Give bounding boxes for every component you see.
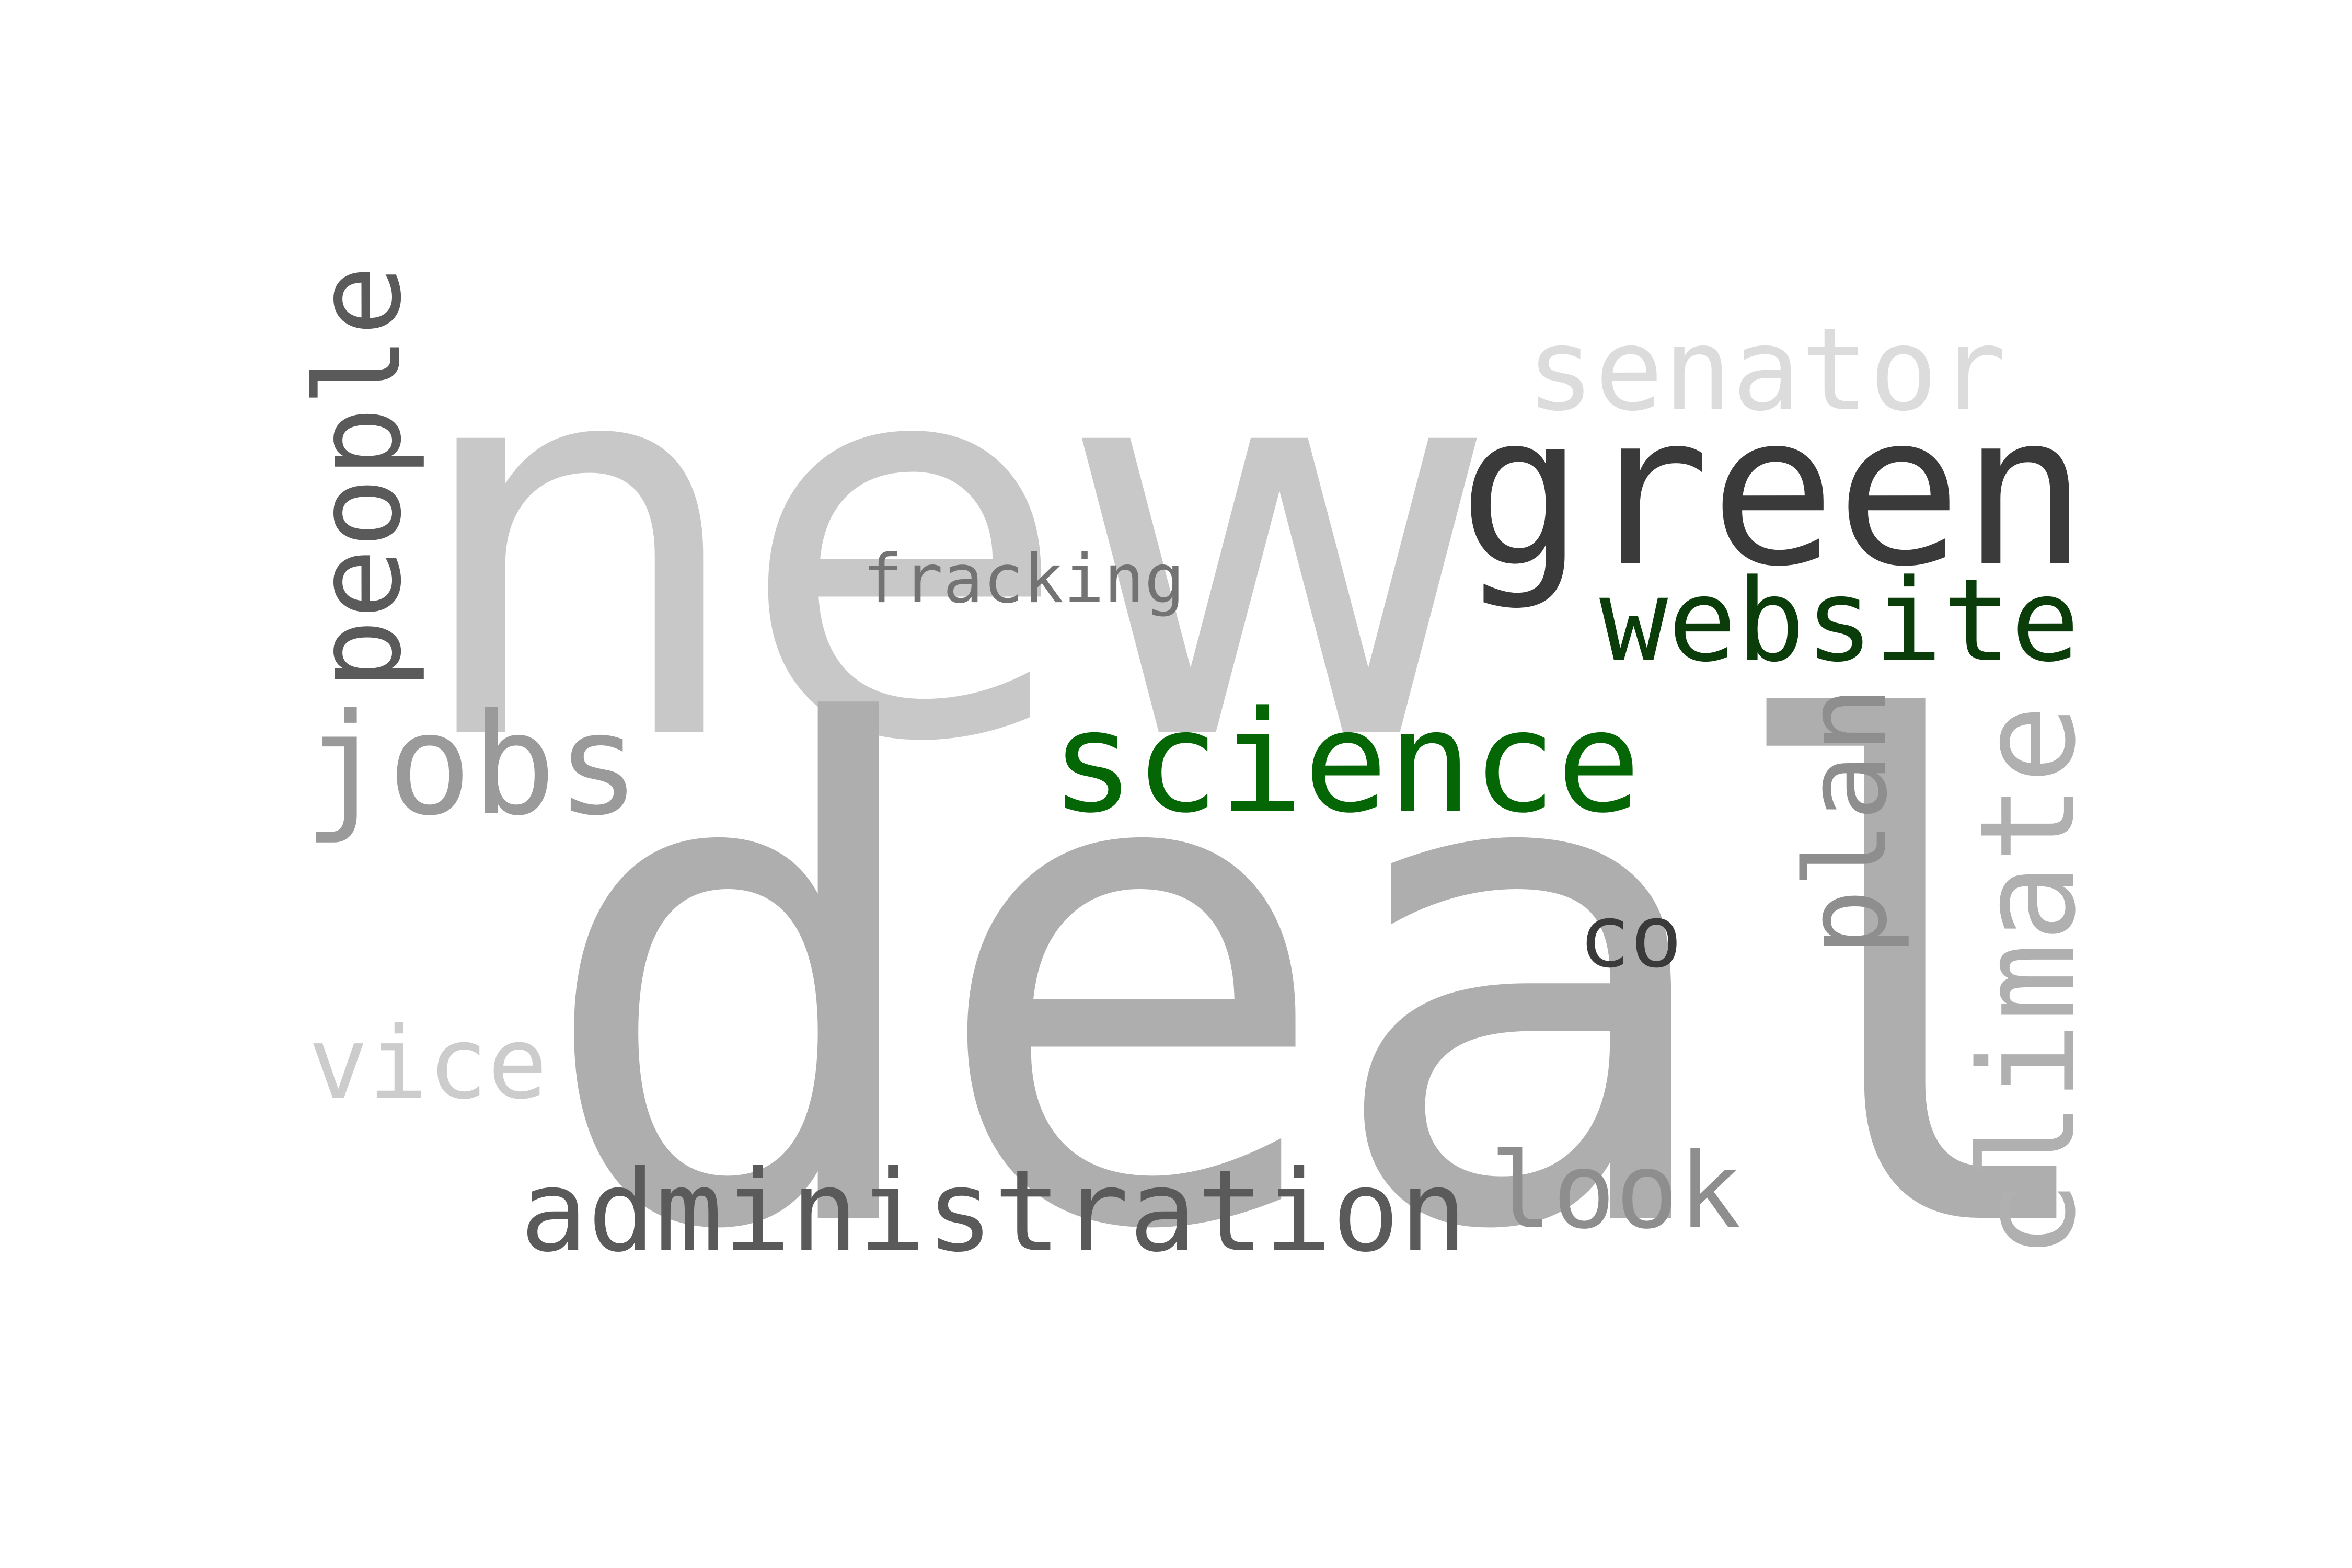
word-co: co	[1578, 886, 1682, 987]
word-jobs: jobs	[303, 684, 641, 847]
word-look: look	[1490, 1131, 1742, 1252]
word-climate: climate	[1952, 704, 2105, 1260]
word-vice: vice	[308, 1006, 548, 1121]
word-people: people	[291, 265, 428, 690]
word-fracking: fracking	[862, 540, 1185, 618]
word-administration: administration	[520, 1146, 1468, 1277]
word-plan: plan	[1781, 686, 1912, 956]
word-green: green	[1458, 370, 2088, 613]
word-deal: deal	[533, 587, 2123, 1378]
word-new: new	[408, 233, 1500, 859]
word-science: science	[1051, 681, 1641, 844]
word-senator: senator	[1526, 304, 2007, 436]
word-website: website	[1599, 555, 2080, 687]
